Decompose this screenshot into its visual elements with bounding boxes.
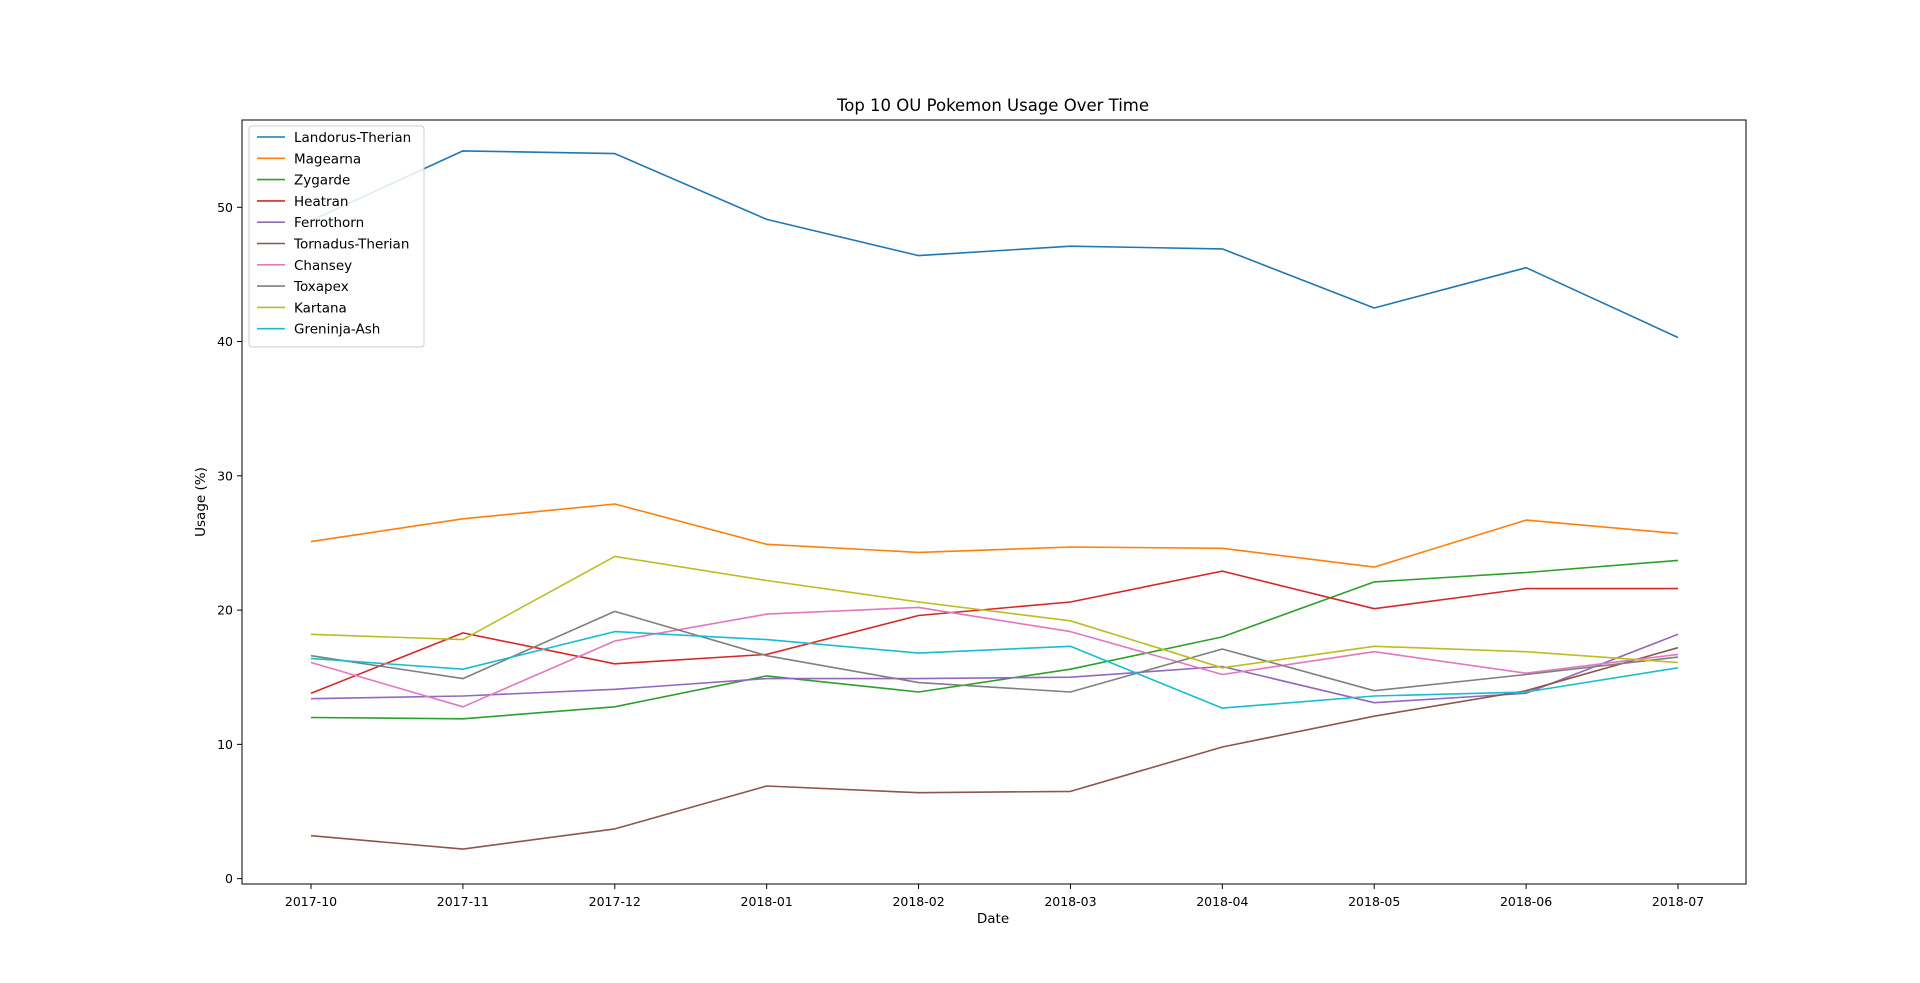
x-tick-label: 2018-05 [1348,894,1400,909]
legend-label-0: Landorus-Therian [294,130,411,146]
axes-layer: 2017-10 2017-11 2017-12 2018-01 2018-02 2018-… [217,119,1747,909]
legend-label-3: Heatran [294,194,348,210]
series-line-0 [310,150,1679,339]
chart-title: Top 10 OU Pokemon Usage Over Time [836,96,1149,115]
x-tick-label: 2018-07 [1652,894,1704,909]
series-line-2 [310,559,1679,720]
y-tick-label: 10 [217,737,233,752]
x-tick-label: 2017-10 [285,894,337,909]
series-line-9 [310,630,1679,709]
y-tick-label: 0 [225,871,233,886]
series-line-3 [310,570,1678,695]
x-tick-label: 2017-12 [589,894,641,909]
x-tick-label: 2018-01 [741,894,793,909]
x-axis-title: Date [977,911,1009,927]
series-line-4 [310,633,1679,704]
y-axis-title: Usage (%) [193,467,209,537]
legend-label-7: Toxapex [293,279,349,295]
legend-box [248,125,425,348]
plot-frame [241,119,1747,885]
series-line-6 [310,606,1679,708]
x-tick-label: 2018-03 [1044,894,1096,909]
legend-label-9: Greninja-Ash [294,322,380,338]
legend-label-6: Chansey [294,258,352,274]
series-layer [310,150,1679,850]
x-tick-label: 2018-02 [892,894,944,909]
legend-label-4: Ferrothorn [294,215,364,231]
y-tick-label: 50 [217,200,233,215]
y-tick-label: 20 [217,603,233,618]
series-line-5 [310,646,1679,850]
legend-label-8: Kartana [294,300,347,316]
legend-label-1: Magearna [294,151,361,167]
series-line-1 [310,503,1679,568]
series-line-8 [310,555,1679,669]
y-tick-label: 40 [217,334,233,349]
legend-label-2: Zygarde [294,173,350,189]
x-tick-label: 2018-06 [1500,894,1552,909]
x-tick-label: 2018-04 [1196,894,1248,909]
legend: Landorus-Therian Magearna Zygarde Heatran Fe… [248,125,425,348]
x-tick-label: 2017-11 [437,894,489,909]
legend-label-5: Tornadus-Therian [293,237,409,253]
y-tick-label: 30 [217,468,233,483]
series-line-7 [310,610,1679,693]
